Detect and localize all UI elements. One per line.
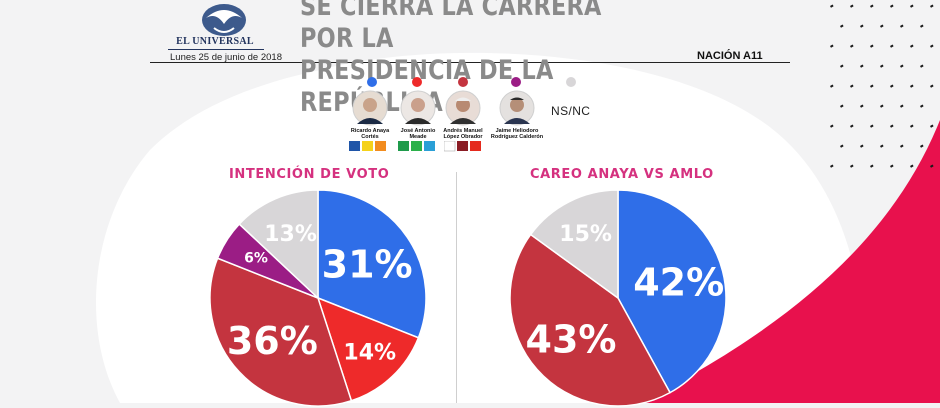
pattern-dot xyxy=(900,64,904,68)
legend-dot-ns-nc xyxy=(566,77,576,87)
pattern-dot xyxy=(850,84,854,88)
legend-dot-anaya xyxy=(367,77,377,87)
pattern-dot xyxy=(829,84,834,88)
pattern-dot xyxy=(840,64,844,68)
dot-pattern xyxy=(829,4,934,168)
section-label: NACIÓN A11 xyxy=(697,50,763,62)
pie-slice-label: 13% xyxy=(264,222,317,247)
pattern-dot xyxy=(840,104,844,108)
pattern-dot xyxy=(900,144,904,148)
pattern-dot xyxy=(840,144,844,148)
pattern-dot xyxy=(930,4,934,8)
pattern-dot xyxy=(880,64,884,68)
red-corner-swoosh xyxy=(615,120,940,403)
pattern-dot xyxy=(910,164,914,168)
pattern-dot xyxy=(880,24,884,28)
party-logos-meade xyxy=(398,141,435,151)
pattern-dot xyxy=(850,44,854,48)
pattern-dot xyxy=(919,64,924,68)
pattern-dot xyxy=(829,4,834,8)
pattern-dot xyxy=(910,124,914,128)
pie-slice xyxy=(238,189,319,300)
pie-chart-intencion-de-voto: 31% 14% 36% 6% 13% xyxy=(209,189,427,407)
el-universal-eagle-logo xyxy=(202,4,246,36)
chart-title-intencion-de-voto: INTENCIÓN DE VOTO xyxy=(229,167,390,182)
pie-slice xyxy=(317,189,427,339)
pattern-dot xyxy=(900,24,904,28)
pattern-dot xyxy=(930,164,934,168)
pie-chart-careo-anaya-vs-amlo: 42% 43% 15% xyxy=(509,189,727,407)
candidate-name-rodriguez: Jaime Heliodoro Rodríguez Calderón xyxy=(490,128,544,140)
pattern-dot xyxy=(889,84,894,88)
pattern-dot xyxy=(919,24,924,28)
publication-date: Lunes 25 de junio de 2018 xyxy=(170,52,282,63)
pattern-dot xyxy=(889,124,894,128)
pattern-dot xyxy=(870,84,874,88)
legend-dot-meade xyxy=(412,77,422,87)
legend-label-ns-nc: NS/NC xyxy=(551,104,591,118)
pie-slice-label: 42% xyxy=(633,260,724,304)
headline-line-1: SE CIERRA LA CARRERA POR LA xyxy=(300,0,602,54)
logo-underline xyxy=(168,49,264,50)
pattern-dot xyxy=(870,124,874,128)
pattern-dot xyxy=(900,104,904,108)
avatar-meade xyxy=(400,90,436,126)
pattern-dot xyxy=(840,24,844,28)
chart-divider xyxy=(456,172,457,403)
pattern-dot xyxy=(850,164,854,168)
avatar-rodriguez xyxy=(499,90,535,126)
pie-slice-label: 43% xyxy=(526,317,617,361)
pattern-dot xyxy=(889,44,894,48)
pattern-dot xyxy=(910,84,914,88)
party-logos-lopez-obrador xyxy=(444,141,481,152)
pie-slice-label: 36% xyxy=(227,319,318,363)
pie-slice-label: 6% xyxy=(244,251,268,267)
pattern-dot xyxy=(829,124,834,128)
pattern-dot xyxy=(910,44,914,48)
pattern-dot xyxy=(859,24,864,28)
pattern-dot xyxy=(850,4,854,8)
pattern-dot xyxy=(829,164,834,168)
pattern-dot xyxy=(880,104,884,108)
pattern-dot xyxy=(859,64,864,68)
pattern-dot xyxy=(889,164,894,168)
pattern-dot xyxy=(880,144,884,148)
legend-dot-lopez-obrador xyxy=(458,77,468,87)
pattern-dot xyxy=(930,44,934,48)
pattern-dot xyxy=(919,144,924,148)
pattern-dot xyxy=(919,104,924,108)
pie-slice-label: 15% xyxy=(559,222,612,247)
pattern-dot xyxy=(829,44,834,48)
header-rule xyxy=(150,62,790,63)
avatar-anaya xyxy=(352,90,388,126)
pattern-dot xyxy=(910,4,914,8)
pattern-dot xyxy=(859,144,864,148)
pattern-dot xyxy=(930,124,934,128)
pie-slice xyxy=(529,189,619,300)
pie-slice-label: 31% xyxy=(322,243,413,287)
candidate-name-anaya: Ricardo Anaya Cortés xyxy=(350,128,390,140)
pattern-dot xyxy=(870,164,874,168)
pie-slice xyxy=(617,189,727,394)
pattern-dot xyxy=(859,104,864,108)
avatar-lopez-obrador xyxy=(445,90,481,126)
newspaper-name: EL UNIVERSAL xyxy=(176,36,254,47)
pattern-dot xyxy=(870,4,874,8)
legend-dot-rodriguez xyxy=(511,77,521,87)
pattern-dot xyxy=(930,84,934,88)
party-logos-anaya xyxy=(349,141,386,151)
pie-slice-label: 14% xyxy=(343,341,396,366)
chart-title-careo-anaya-vs-amlo: CAREO ANAYA VS AMLO xyxy=(530,167,714,182)
pattern-dot xyxy=(870,44,874,48)
candidate-name-meade: José Antonio Meade xyxy=(400,128,436,140)
pattern-dot xyxy=(850,124,854,128)
candidate-name-lopez-obrador: Andrés Manuel López Obrador xyxy=(443,128,483,140)
pattern-dot xyxy=(889,4,894,8)
